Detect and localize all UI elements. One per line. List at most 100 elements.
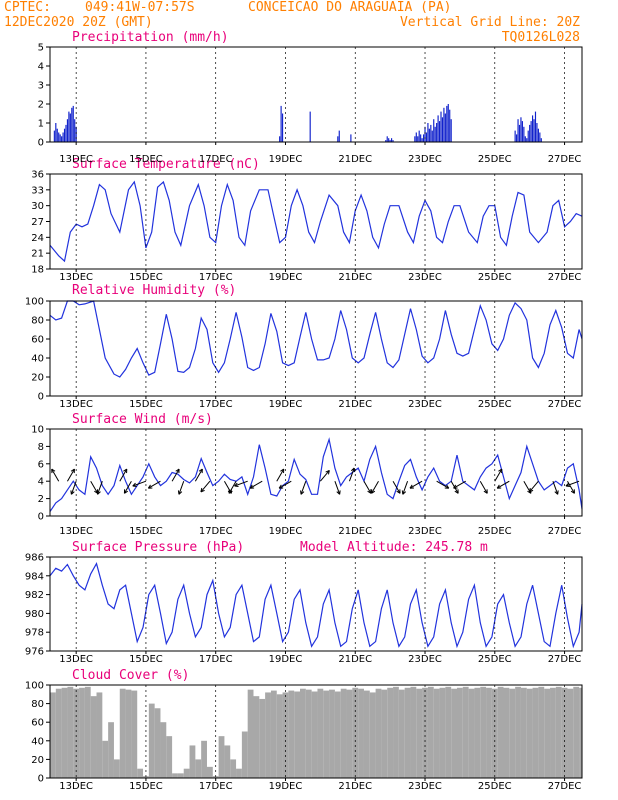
precipitation-bar xyxy=(68,111,70,142)
wind-arrow xyxy=(276,468,285,482)
header-location: CONCEICAO DO ARAGUAIA (PA) xyxy=(248,0,452,15)
precipitation-bar xyxy=(337,136,339,142)
precipitation-bar xyxy=(75,126,77,142)
wind-arrow xyxy=(392,480,401,494)
humidity-ytick-label: 0 xyxy=(38,392,44,403)
precipitation-bar xyxy=(443,107,445,142)
precipitation-bar xyxy=(449,109,451,142)
wind-arrow-head xyxy=(200,487,203,493)
header-source: CPTEC: xyxy=(4,0,51,15)
cloud-cover-bar xyxy=(294,691,301,778)
cloud-cover-ytick-label: 100 xyxy=(25,681,44,692)
pressure-ytick-label: 984 xyxy=(25,571,44,582)
cloud-cover-bar xyxy=(206,766,213,778)
wind-xtick-label: 13DEC xyxy=(59,526,93,537)
precipitation-bar xyxy=(520,117,522,142)
cloud-cover-bar xyxy=(363,690,370,778)
precipitation-bar xyxy=(517,119,519,142)
wind-arrow xyxy=(401,481,409,495)
cloud-cover-bar xyxy=(317,688,324,778)
cloud-cover-bar xyxy=(154,708,161,778)
cloud-cover-bar xyxy=(137,768,144,778)
wind-arrow-shaft xyxy=(334,481,341,495)
wind-arrow-shaft xyxy=(565,480,580,487)
cloud-cover-bar xyxy=(241,731,248,778)
cloud-cover-bar xyxy=(323,690,330,778)
cloud-cover-bar xyxy=(393,686,399,778)
precipitation-bar xyxy=(414,136,416,142)
cloud-cover-bar xyxy=(445,686,452,778)
cloud-cover-bar xyxy=(346,689,353,778)
wind-arrow-shaft xyxy=(276,468,285,482)
wind-arrow xyxy=(119,468,128,482)
precipitation-bar xyxy=(530,121,532,142)
cloud-cover-bar xyxy=(55,688,62,778)
precipitation-bar xyxy=(56,128,58,142)
temperature-xtick-label: 17DEC xyxy=(199,272,233,283)
cloud-cover-bar xyxy=(480,686,487,778)
wind-xtick-label: 23DEC xyxy=(408,526,442,537)
humidity-ytick-label: 80 xyxy=(31,316,44,327)
cloud-cover-bar xyxy=(544,688,551,778)
wind-arrow-head xyxy=(124,490,129,494)
precipitation-bar xyxy=(427,123,429,142)
pressure-ytick-label: 986 xyxy=(25,553,44,564)
wind-arrow-head xyxy=(200,489,205,493)
precipitation-ytick-label: 5 xyxy=(38,43,44,54)
wind-title: Surface Wind (m/s) xyxy=(72,412,213,427)
cloud-cover-bar xyxy=(491,688,498,778)
precipitation-bar xyxy=(58,132,60,142)
wind-arrow-head xyxy=(527,490,532,494)
pressure-line xyxy=(49,562,583,649)
wind-arrow-shaft xyxy=(119,468,128,482)
precipitation-bar xyxy=(537,128,539,142)
precipitation-bar xyxy=(447,104,449,142)
wind-ytick-label: 10 xyxy=(31,425,44,436)
wind-arrow-shaft xyxy=(123,480,132,494)
wind-arrow xyxy=(228,480,237,494)
cloud-cover-bar xyxy=(462,686,469,778)
humidity-line xyxy=(49,300,583,378)
wind-arrow-head xyxy=(132,482,136,487)
cloud-cover-bar xyxy=(486,687,492,778)
precipitation-bar xyxy=(524,136,526,142)
precipitation-bar xyxy=(441,117,444,142)
cloud-cover-bar xyxy=(160,722,167,778)
wind-arrow xyxy=(494,468,503,482)
wind-arrow-shaft xyxy=(402,481,409,495)
precipitation-bar xyxy=(533,119,535,142)
cloud-cover-bar xyxy=(329,689,335,778)
precipitation-bar xyxy=(74,119,76,142)
temperature-ytick-label: 36 xyxy=(31,170,44,181)
humidity-xtick-label: 27DEC xyxy=(548,399,582,410)
humidity-panel: 0 20 40 60 80 100 13DEC 15DEC 17DEC 19DEC 21DEC 23D… xyxy=(25,297,583,410)
wind-ytick-label: 0 xyxy=(38,512,44,523)
humidity-ytick-label: 40 xyxy=(31,354,44,365)
temperature-ytick-label: 33 xyxy=(31,185,44,196)
cloud-cover-bar xyxy=(84,686,91,778)
wind-arrow-shaft xyxy=(70,481,77,495)
precipitation-xtick-label: 13DEC xyxy=(59,154,93,165)
pressure-ytick-label: 978 xyxy=(25,628,44,639)
temperature-ytick-label: 18 xyxy=(31,265,44,276)
cloud-cover-ytick-label: 60 xyxy=(31,718,44,729)
wind-xtick-label: 17DEC xyxy=(199,526,233,537)
wind-arrow xyxy=(96,481,103,495)
wind-arrow-head xyxy=(249,484,253,489)
wind-arrow-head xyxy=(278,484,282,489)
precipitation-frame xyxy=(49,46,583,143)
cloud-cover-bar xyxy=(387,687,394,778)
precipitation-bar xyxy=(53,130,55,142)
cloud-cover-bar xyxy=(143,776,149,778)
wind-arrow xyxy=(436,480,450,489)
wind-arrow-head xyxy=(554,491,559,495)
wind-arrow-head xyxy=(570,490,575,494)
precipitation-bar xyxy=(518,124,521,142)
cloud-cover-ytick-label: 20 xyxy=(31,755,44,766)
wind-arrow-shaft xyxy=(409,480,423,489)
model-altitude-annotation: Model Altitude: 245.78 m xyxy=(300,540,488,555)
precipitation-bar xyxy=(392,140,394,142)
precipitation-xtick-label: 25DEC xyxy=(478,154,512,165)
humidity-xtick-label: 15DEC xyxy=(129,399,163,410)
wind-arrow-head xyxy=(71,491,75,495)
